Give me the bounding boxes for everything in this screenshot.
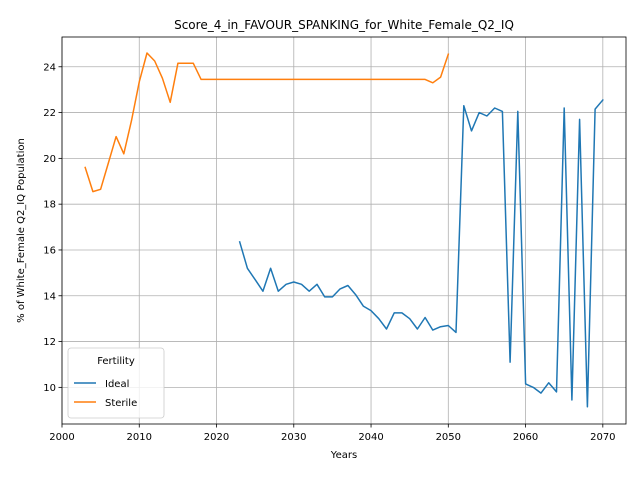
- y-tick-label: 14: [43, 291, 56, 302]
- y-tick-label: 18: [43, 200, 56, 211]
- legend-title: Fertility: [97, 356, 135, 367]
- series-layer: [84, 52, 604, 408]
- y-axis-label: % of White_Female Q2_IQ Population: [16, 138, 27, 323]
- x-tick-label: 2050: [436, 432, 461, 443]
- y-tick-label: 10: [43, 383, 56, 394]
- legend-box: [67, 347, 165, 419]
- y-tick-label: 12: [43, 337, 56, 348]
- y-tick-label: 20: [43, 154, 56, 165]
- x-tick-label: 2060: [513, 432, 538, 443]
- x-axis-label: Years: [330, 450, 357, 461]
- x-tick-label: 2070: [590, 432, 615, 443]
- x-tick-label: 2010: [127, 432, 152, 443]
- x-tick-label: 2030: [281, 432, 306, 443]
- y-tick-label: 24: [43, 62, 56, 73]
- y-tick-label: 16: [43, 245, 56, 256]
- series-line-sterile: [84, 52, 450, 193]
- plot-frame: [61, 36, 627, 425]
- legend-label-sterile: Sterile: [105, 398, 137, 409]
- y-tick-label: 22: [43, 108, 56, 119]
- series-line-ideal: [238, 98, 604, 408]
- x-tick-label: 2000: [49, 432, 74, 443]
- x-tick-label: 2040: [358, 432, 383, 443]
- y-axis: 10 12 14 16 18 20 22 24: [43, 62, 62, 394]
- chart-title: Score_4_in_FAVOUR_SPANKING_for_White_Fem…: [174, 18, 514, 32]
- x-axis: 2000 2010 2020 2030 2040 2050 2060 2070: [49, 424, 616, 443]
- legend-label-ideal: Ideal: [105, 379, 129, 390]
- x-tick-label: 2020: [204, 432, 229, 443]
- legend: Fertility Ideal Sterile: [67, 347, 165, 419]
